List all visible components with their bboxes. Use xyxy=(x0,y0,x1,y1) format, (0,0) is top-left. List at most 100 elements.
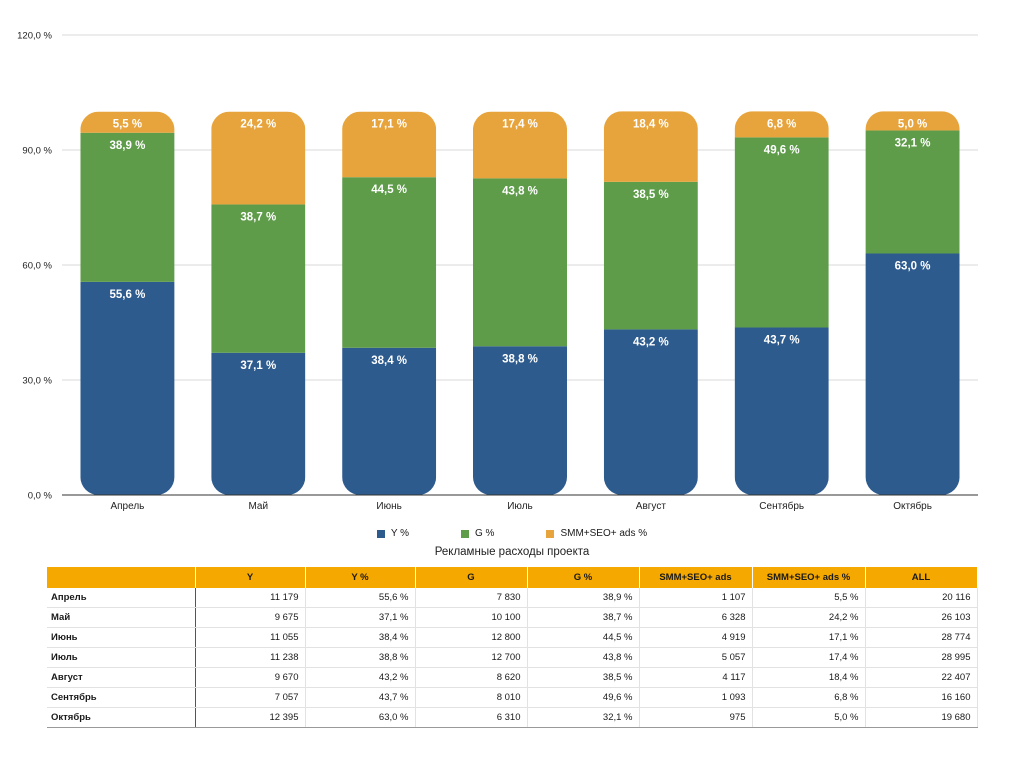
data-label: 17,1 % xyxy=(371,119,407,131)
data-label: 37,1 % xyxy=(240,360,276,372)
data-label: 24,2 % xyxy=(240,119,276,131)
table-row: Апрель 11 179 55,6 % 7 830 38,9 % 1 107 … xyxy=(47,588,978,608)
bars xyxy=(80,111,960,495)
table-cell: 9 670 xyxy=(195,667,306,688)
table-cell: 19 680 xyxy=(865,707,978,728)
header-cell: G % xyxy=(527,567,640,588)
bar-segment xyxy=(473,178,567,347)
x-tick-label: Июль xyxy=(507,501,533,512)
data-label: 18,4 % xyxy=(633,118,669,130)
table-cell: 4 117 xyxy=(639,667,753,688)
table-cell: 26 103 xyxy=(865,607,978,628)
table-row: Июнь 11 055 38,4 % 12 800 44,5 % 4 919 1… xyxy=(47,627,978,648)
x-tick-label: Октябрь xyxy=(893,500,932,512)
table-cell: 4 919 xyxy=(639,627,753,648)
row-label: Июнь xyxy=(47,627,196,648)
data-label: 5,0 % xyxy=(898,118,927,130)
bar-stack-Май xyxy=(211,111,306,495)
bar-segment xyxy=(734,111,829,138)
data-label: 38,7 % xyxy=(240,211,276,223)
table-cell: 6 310 xyxy=(415,707,528,728)
bar-segment xyxy=(80,281,175,495)
table-row: Июль 11 238 38,8 % 12 700 43,8 % 5 057 1… xyxy=(47,647,978,668)
table-cell: 38,7 % xyxy=(527,607,640,628)
data-label: 43,2 % xyxy=(633,336,669,348)
table-cell: 16 160 xyxy=(865,687,978,708)
table-cell: 55,6 % xyxy=(305,588,416,608)
legend-item-y: Y % xyxy=(376,528,409,539)
table-cell: 17,1 % xyxy=(752,627,866,648)
data-labels: 55,6 % 38,9 % 5,5 % 37,1 % 38,7 % 24,2 % 38,4 … xyxy=(110,118,931,372)
table-cell: 43,7 % xyxy=(305,687,416,708)
x-tick-label: Июнь xyxy=(376,501,401,512)
bar-segment xyxy=(211,204,306,353)
table-cell: 5 057 xyxy=(639,647,753,668)
bar-segment xyxy=(211,111,306,205)
x-tick-label: Апрель xyxy=(110,501,144,512)
data-label: 38,8 % xyxy=(502,353,538,365)
table-cell: 5,0 % xyxy=(752,707,866,728)
bar-stack-Апрель xyxy=(80,111,175,495)
table-cell: 28 774 xyxy=(865,627,978,648)
data-label: 55,6 % xyxy=(110,289,146,301)
header-cell: ALL xyxy=(865,567,978,588)
legend-item-smm: SMM+SEO+ ads % xyxy=(546,528,647,539)
bar-segment xyxy=(865,111,960,131)
data-label: 5,5 % xyxy=(113,119,142,131)
table-cell: 6 328 xyxy=(639,607,753,628)
table-cell: 11 238 xyxy=(195,647,306,668)
table-cell: 38,4 % xyxy=(305,627,416,648)
table-cell: 20 116 xyxy=(865,588,978,608)
table-row: Август 9 670 43,2 % 8 620 38,5 % 4 117 1… xyxy=(47,667,978,688)
bar-segment xyxy=(865,253,960,495)
header-cell: Y % xyxy=(305,567,416,588)
bar-segment xyxy=(734,137,829,328)
table-cell: 18,4 % xyxy=(752,667,866,688)
bar-segment xyxy=(80,111,175,133)
legend-label-y: Y % xyxy=(390,528,409,539)
data-label: 6,8 % xyxy=(767,118,796,130)
row-label: Октябрь xyxy=(47,707,196,728)
table-row: Октябрь 12 395 63,0 % 6 310 32,1 % 975 5… xyxy=(47,707,978,728)
legend-label-smm: SMM+SEO+ ads % xyxy=(560,528,648,539)
table-cell: 12 700 xyxy=(415,647,528,668)
bar-stack-Июль xyxy=(473,111,567,495)
data-label: 44,5 % xyxy=(371,184,407,196)
table-cell: 10 100 xyxy=(415,607,528,628)
table-cell: 38,9 % xyxy=(527,588,640,608)
bar-segment xyxy=(473,111,567,179)
table-cell: 11 055 xyxy=(195,627,306,648)
bar-segment xyxy=(603,181,698,330)
header-cell xyxy=(47,567,196,588)
table-cell: 28 995 xyxy=(865,647,978,668)
header-cell: SMM+SEO+ ads xyxy=(639,567,753,588)
table-cell: 8 620 xyxy=(415,667,528,688)
bar-stack-Июнь xyxy=(342,111,437,495)
table-cell: 22 407 xyxy=(865,667,978,688)
table-cell: 975 xyxy=(639,707,753,728)
legend: Y % G % SMM+SEO+ ads % xyxy=(0,528,1024,539)
table-cell: 7 057 xyxy=(195,687,306,708)
row-label: Август xyxy=(47,667,196,688)
legend-item-g: G % xyxy=(461,528,494,539)
table-cell: 1 107 xyxy=(639,588,753,608)
axes: 0,0 % 30,0 % 60,0 % 90,0 % 120,0 % Апрель Май И… xyxy=(17,31,978,512)
header-cell: SMM+SEO+ ads % xyxy=(752,567,866,588)
bar-segment xyxy=(342,111,437,178)
data-label: 43,8 % xyxy=(502,185,538,197)
bar-stack-Август xyxy=(603,111,698,495)
table-cell: 43,2 % xyxy=(305,667,416,688)
table-cell: 12 800 xyxy=(415,627,528,648)
table-caption: Рекламные расходы проекта xyxy=(434,546,590,558)
table-cell: 32,1 % xyxy=(527,707,640,728)
data-label: 63,0 % xyxy=(895,261,931,273)
table-cell: 24,2 % xyxy=(752,607,866,628)
y-tick-label: 90,0 % xyxy=(22,146,52,157)
bar-segment xyxy=(603,329,698,495)
row-label: Июль xyxy=(47,647,196,668)
data-label: 43,7 % xyxy=(764,334,800,346)
x-tick-label: Май xyxy=(248,501,268,512)
bar-segment xyxy=(211,352,306,495)
table-cell: 38,8 % xyxy=(305,647,416,668)
table-cell: 37,1 % xyxy=(305,607,416,628)
